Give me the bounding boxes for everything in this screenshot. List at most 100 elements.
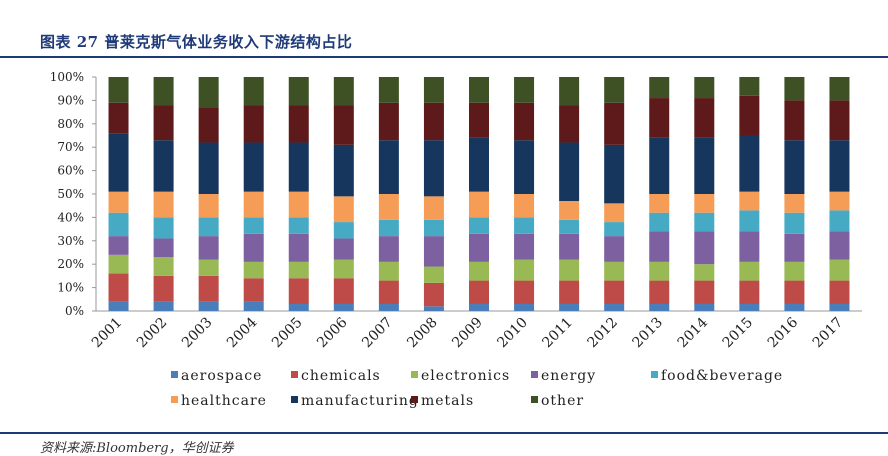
bar-segment-aerospace (469, 303, 489, 311)
x-tick-label: 2009 (449, 315, 486, 352)
bar-segment-energy (378, 236, 399, 262)
bar-segment-manufacturing (514, 140, 535, 194)
bar-segment-aerospace (694, 303, 715, 311)
bar-segment-manufacturing (288, 142, 309, 192)
bar-segment-energy (829, 231, 850, 260)
legend-swatch (171, 371, 178, 378)
legend-swatch (171, 396, 178, 403)
bar-segment-food-and-beverage (829, 210, 850, 232)
bar-segment-metals (378, 102, 399, 141)
bar-segment-other (108, 77, 129, 103)
bar-segment-energy (469, 233, 489, 262)
y-tick-label: 50% (57, 187, 84, 201)
bar-segment-chemicals (378, 280, 399, 304)
bar-segment-chemicals (694, 280, 715, 304)
bar-segment-aerospace (108, 301, 129, 311)
bar-segment-chemicals (288, 278, 309, 304)
bar-segment-food-and-beverage (694, 212, 715, 232)
bar-segment-electronics (604, 261, 625, 281)
bar-segment-healthcare (243, 191, 264, 218)
bar-segment-aerospace (423, 306, 444, 311)
bar-segment-manufacturing (153, 140, 174, 192)
y-tick-label: 60% (57, 164, 84, 178)
bar-segment-healthcare (649, 194, 670, 213)
bar-segment-food-and-beverage (333, 222, 354, 239)
legend-label: manufacturing (301, 393, 419, 409)
x-tick-label: 2010 (494, 315, 531, 352)
bar-segment-other (153, 77, 174, 106)
bar-segment-food-and-beverage (514, 217, 535, 234)
x-tick-label: 2017 (810, 315, 847, 352)
bar-segment-manufacturing (198, 142, 219, 194)
bar-segment-metals (829, 100, 850, 141)
bar-segment-manufacturing (694, 137, 715, 194)
x-tick-label: 2016 (765, 314, 802, 351)
bar-segment-metals (153, 105, 174, 141)
bar-segment-aerospace (514, 303, 535, 311)
bar-segment-manufacturing (604, 144, 625, 204)
legend-label: energy (541, 368, 596, 384)
bar-segment-electronics (108, 254, 129, 274)
legend-label: metals (421, 393, 474, 409)
bar-segment-electronics (829, 259, 850, 281)
y-tick-label: 100% (50, 70, 84, 84)
y-tick-label: 40% (57, 210, 84, 224)
bar-segment-food-and-beverage (153, 217, 174, 239)
bar-segment-chemicals (333, 278, 354, 304)
bar-segment-metals (243, 105, 264, 143)
bar-segment-electronics (694, 264, 715, 281)
bar-segment-other (378, 77, 399, 103)
bar-segment-food-and-beverage (559, 219, 580, 234)
bar-segment-food-and-beverage (243, 217, 264, 234)
bar-segment-other (604, 77, 625, 103)
bar-segment-healthcare (514, 194, 535, 218)
bar-segment-energy (649, 231, 670, 262)
bar-segment-aerospace (333, 303, 354, 311)
bar-segment-chemicals (469, 280, 489, 304)
bar-segment-food-and-beverage (784, 212, 805, 234)
legend-label: chemicals (301, 368, 381, 384)
legend-swatch (651, 371, 658, 378)
bar-segment-aerospace (739, 303, 760, 311)
legend-item-energy: energy (531, 368, 596, 384)
footer-divider (0, 432, 888, 434)
x-axis-ticks: 2001 2002 2003 2004 2005 2006 2007 2008 2009 2010… (89, 314, 846, 351)
bar-segment-metals (198, 107, 219, 143)
bar-segment-manufacturing (333, 144, 354, 197)
legend-swatch (411, 396, 418, 403)
bar-segment-healthcare (604, 203, 625, 223)
legend-item-manufacturing: manufacturing (291, 393, 419, 409)
bar-segment-energy (288, 233, 309, 262)
bar-segment-other (514, 77, 535, 103)
bar-segment-aerospace (288, 303, 309, 311)
y-tick-label: 30% (57, 234, 84, 248)
bar-segment-energy (739, 231, 760, 262)
legend-label: food&beverage (661, 368, 783, 384)
bar-segment-metals (604, 102, 625, 145)
y-tick-label: 80% (57, 117, 84, 131)
bar-segment-aerospace (784, 303, 805, 311)
bar-segment-chemicals (243, 278, 264, 302)
x-tick-label: 2004 (224, 314, 261, 351)
bar-segment-energy (108, 236, 129, 255)
legend-swatch (291, 371, 298, 378)
x-tick-label: 2006 (314, 314, 351, 351)
bar-segment-food-and-beverage (469, 217, 489, 234)
bar-segment-other (649, 77, 670, 99)
bar-segment-other (469, 77, 489, 103)
bar-segment-aerospace (243, 301, 264, 311)
y-tick-label: 10% (57, 281, 84, 295)
bar-segment-electronics (423, 266, 444, 283)
legend-swatch (531, 371, 538, 378)
bar-segment-electronics (378, 261, 399, 281)
bar-segment-electronics (243, 261, 264, 279)
x-tick-label: 2002 (134, 315, 171, 352)
legend-label: aerospace (181, 368, 262, 384)
bar-segment-food-and-beverage (198, 217, 219, 237)
bar-segment-energy (604, 236, 625, 262)
bar-segment-healthcare (108, 191, 129, 213)
bar-segment-chemicals (604, 280, 625, 304)
legend-item-electronics: electronics (411, 368, 509, 384)
bar-segment-metals (423, 102, 444, 141)
bar-segment-chemicals (198, 275, 219, 302)
